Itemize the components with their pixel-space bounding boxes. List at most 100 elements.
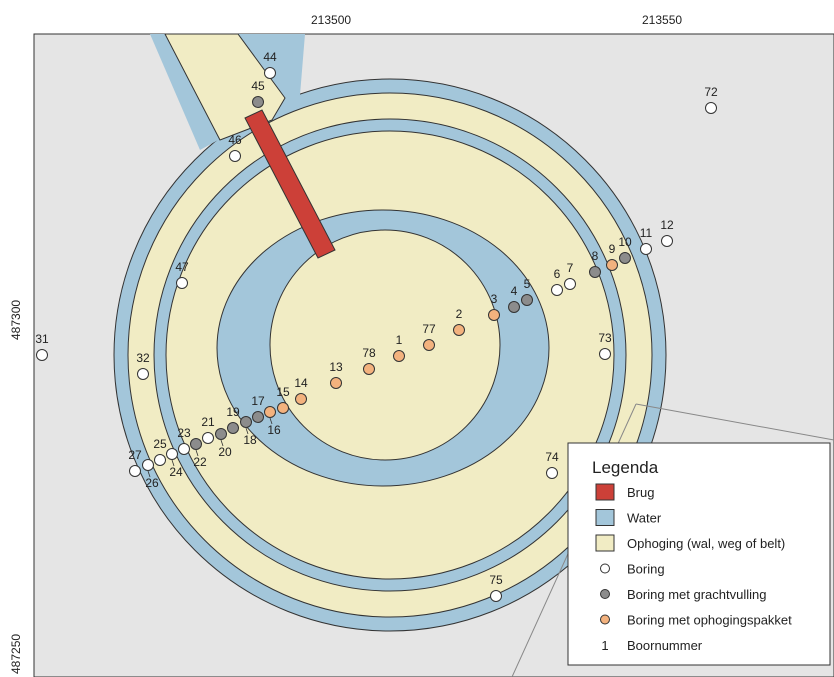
boring-number: 3 (491, 292, 498, 306)
legend-item-water: Water (595, 509, 662, 526)
boring-dot (599, 348, 611, 360)
legend-item-ophoging: Ophoging (wal, weg of belt) (595, 534, 785, 552)
boring-number: 17 (251, 394, 265, 408)
boring-dot (227, 422, 239, 434)
boring-3: 3 (488, 292, 500, 321)
boring-dot (393, 350, 405, 362)
boring-number: 5 (524, 277, 531, 291)
boring-dot (264, 406, 276, 418)
boring-11: 11 (640, 226, 653, 255)
boring-dot (190, 438, 202, 450)
x-tick-label: 213550 (642, 13, 682, 27)
boring-dot (215, 428, 227, 440)
boring-dot (453, 324, 465, 336)
boring-77: 77 (422, 322, 436, 351)
boring-dot (508, 301, 520, 313)
legend-item-grachtvulling: Boring met grachtvulling (600, 587, 766, 602)
bridge (244, 109, 336, 259)
legend-dot (600, 563, 610, 574)
boring-dot (202, 432, 214, 444)
boring-number: 13 (329, 360, 343, 374)
boring-dot (264, 67, 276, 79)
y-tick-label: 487300 (9, 300, 23, 340)
boring-31: 31 (35, 332, 49, 361)
boring-number: 21 (201, 415, 215, 429)
boring-1: 1 (393, 333, 405, 362)
boring-dot (295, 393, 307, 405)
boring-number: 18 (243, 433, 257, 447)
boring-25: 25 (153, 437, 167, 466)
boring-label-leader (147, 470, 151, 478)
boring-24: 24 (166, 448, 183, 479)
legend-item-boornummer: 1 Boornummer (601, 638, 702, 653)
boring-number: 20 (218, 445, 232, 459)
boring-4: 4 (508, 284, 520, 313)
boring-number: 6 (554, 267, 561, 281)
boring-number: 72 (704, 85, 718, 99)
leader-line-top (635, 403, 834, 441)
boring-dot (661, 235, 673, 247)
boring-21: 21 (201, 415, 215, 444)
boring-number: 44 (263, 50, 277, 64)
boring-label-leader (269, 417, 273, 425)
boring-20: 20 (215, 428, 232, 459)
boring-5: 5 (521, 277, 533, 306)
legend-label: Water (627, 511, 662, 526)
boring-dot (363, 363, 375, 375)
boring-dot (551, 284, 563, 296)
boring-6: 6 (551, 267, 563, 296)
boring-number: 74 (545, 450, 559, 464)
boring-number: 77 (422, 322, 436, 336)
boring-dot (705, 102, 717, 114)
boring-label-leader (245, 427, 249, 435)
boring-9: 9 (606, 242, 618, 271)
boring-22: 22 (190, 438, 207, 469)
boring-number: 9 (609, 242, 616, 256)
boring-dot (640, 243, 652, 255)
boring-dot (240, 416, 252, 428)
boring-10: 10 (618, 235, 632, 264)
boring-number: 78 (362, 346, 376, 360)
boring-19: 19 (226, 405, 240, 434)
legend-label: Boring (627, 562, 665, 577)
boring-number: 4 (511, 284, 518, 298)
boring-number: 10 (618, 235, 632, 249)
boring-44: 44 (263, 50, 277, 79)
legend-swatch (595, 534, 615, 552)
boring-number: 15 (276, 385, 290, 399)
boring-74: 74 (545, 450, 559, 479)
boring-dot (277, 402, 289, 414)
boring-dot (606, 259, 618, 271)
boring-number: 1 (396, 333, 403, 347)
boring-13: 13 (329, 360, 343, 389)
boring-dot (176, 277, 188, 289)
legend-swatch (595, 483, 615, 501)
moat-site (113, 34, 834, 677)
boring-75: 75 (489, 573, 503, 602)
boring-number: 2 (456, 307, 463, 321)
legend-dot (600, 589, 610, 599)
boring-12: 12 (660, 218, 674, 247)
boring-17: 17 (251, 394, 265, 423)
boring-number: 7 (567, 261, 574, 275)
boring-dot (546, 467, 558, 479)
boring-number: 73 (598, 331, 612, 345)
boring-45: 45 (251, 79, 265, 108)
boring-dot (330, 377, 342, 389)
boring-32: 32 (136, 351, 150, 380)
boring-23: 23 (177, 426, 191, 455)
boring-label-leader (171, 459, 175, 467)
legend-box (567, 442, 831, 666)
boring-dot (564, 278, 576, 290)
boring-72: 72 (704, 85, 718, 114)
boring-47: 47 (175, 260, 189, 289)
boring-dot (488, 309, 500, 321)
boring-dot (129, 465, 141, 477)
boring-number: 16 (267, 423, 281, 437)
boring-number: 25 (153, 437, 167, 451)
legend-label: Brug (627, 485, 654, 500)
boring-number: 24 (169, 465, 183, 479)
boring-73: 73 (598, 331, 612, 360)
boring-number: 14 (294, 376, 308, 390)
boring-16: 16 (264, 406, 281, 437)
